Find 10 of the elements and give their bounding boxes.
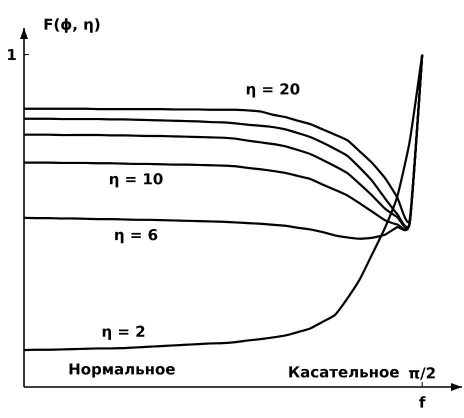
series-label: η = 6 bbox=[115, 228, 158, 244]
annotation: Касательное bbox=[289, 366, 399, 378]
text: 1 bbox=[8, 49, 16, 60]
series-label: η = 10 bbox=[110, 173, 163, 188]
series-label: η = 20 bbox=[246, 83, 300, 98]
annotation: π/2 bbox=[408, 367, 435, 380]
y-axis-title: F(ϕ, η) bbox=[44, 18, 100, 33]
series-label: η = 2 bbox=[102, 326, 144, 340]
annotation: Нормальное bbox=[70, 363, 175, 378]
x-axis-title: f bbox=[419, 396, 426, 408]
